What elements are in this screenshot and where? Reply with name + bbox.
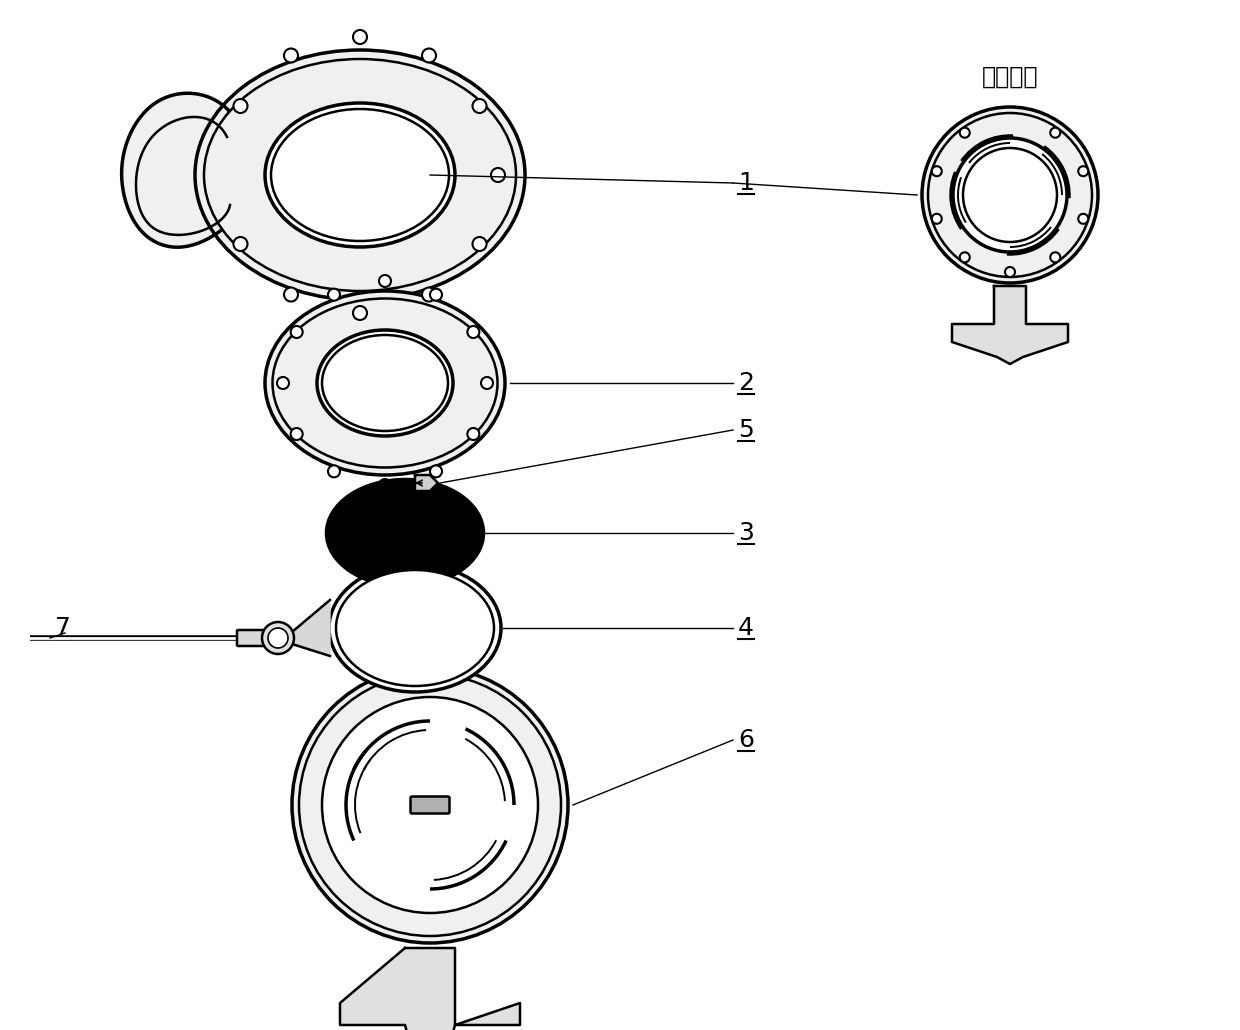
Circle shape	[1050, 252, 1060, 263]
Text: 2: 2	[738, 371, 754, 394]
Circle shape	[960, 128, 970, 138]
Circle shape	[467, 428, 480, 440]
Text: 5: 5	[738, 418, 754, 442]
Circle shape	[353, 30, 367, 44]
Circle shape	[960, 252, 970, 263]
Text: 3: 3	[738, 521, 754, 545]
Ellipse shape	[273, 299, 497, 468]
Circle shape	[931, 166, 941, 176]
Text: 背面示意: 背面示意	[982, 65, 1038, 89]
FancyBboxPatch shape	[410, 796, 449, 814]
Ellipse shape	[322, 697, 538, 913]
Ellipse shape	[326, 479, 484, 587]
Ellipse shape	[954, 138, 1066, 252]
Circle shape	[379, 479, 391, 491]
Ellipse shape	[329, 564, 501, 692]
Circle shape	[353, 306, 367, 320]
Ellipse shape	[963, 148, 1056, 242]
Circle shape	[268, 628, 288, 648]
Ellipse shape	[923, 107, 1097, 283]
Circle shape	[329, 288, 340, 301]
Circle shape	[262, 622, 294, 654]
Circle shape	[491, 168, 505, 182]
Circle shape	[284, 48, 298, 63]
Ellipse shape	[265, 103, 455, 247]
Circle shape	[329, 466, 340, 477]
Ellipse shape	[336, 570, 494, 686]
Circle shape	[1004, 267, 1016, 277]
Circle shape	[290, 428, 303, 440]
Circle shape	[467, 327, 480, 338]
Circle shape	[430, 288, 441, 301]
FancyBboxPatch shape	[237, 630, 277, 646]
Ellipse shape	[265, 291, 505, 475]
Polygon shape	[122, 94, 241, 247]
Circle shape	[481, 377, 494, 389]
Ellipse shape	[195, 50, 525, 300]
Circle shape	[1050, 128, 1060, 138]
Polygon shape	[291, 600, 330, 656]
Text: 7: 7	[55, 616, 71, 640]
Text: 4: 4	[738, 616, 754, 640]
Ellipse shape	[291, 667, 568, 943]
Circle shape	[430, 466, 441, 477]
Circle shape	[233, 237, 248, 251]
Ellipse shape	[205, 59, 516, 291]
Ellipse shape	[299, 674, 560, 936]
Polygon shape	[952, 286, 1068, 364]
Circle shape	[472, 237, 486, 251]
Ellipse shape	[928, 113, 1092, 277]
Circle shape	[422, 287, 436, 302]
Circle shape	[1079, 166, 1089, 176]
Ellipse shape	[322, 335, 448, 431]
Circle shape	[290, 327, 303, 338]
Text: 6: 6	[738, 728, 754, 752]
Polygon shape	[340, 948, 520, 1030]
Ellipse shape	[272, 109, 449, 241]
Polygon shape	[415, 475, 438, 491]
Circle shape	[422, 48, 436, 63]
Circle shape	[1079, 214, 1089, 224]
Circle shape	[284, 287, 298, 302]
Circle shape	[472, 99, 486, 113]
Circle shape	[233, 99, 248, 113]
Text: 1: 1	[738, 171, 754, 195]
Circle shape	[277, 377, 289, 389]
Circle shape	[931, 214, 941, 224]
Ellipse shape	[317, 330, 453, 436]
Circle shape	[379, 275, 391, 287]
